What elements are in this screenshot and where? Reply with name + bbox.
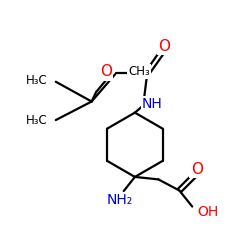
Text: O: O — [100, 64, 112, 79]
Text: NH₂: NH₂ — [106, 193, 132, 207]
Text: H₃C: H₃C — [26, 74, 48, 87]
Text: OH: OH — [198, 205, 219, 219]
Text: NH: NH — [142, 97, 163, 111]
Text: O: O — [158, 39, 170, 54]
Text: H₃C: H₃C — [26, 114, 48, 126]
Text: CH₃: CH₃ — [128, 65, 150, 78]
Text: O: O — [191, 162, 203, 177]
